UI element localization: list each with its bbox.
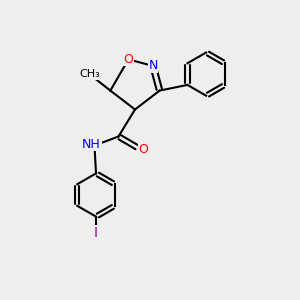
Text: CH₃: CH₃ [79,69,100,79]
Text: I: I [94,226,98,240]
Text: O: O [124,53,133,66]
Text: NH: NH [82,137,101,151]
Text: N: N [148,59,158,73]
Text: O: O [139,143,148,156]
